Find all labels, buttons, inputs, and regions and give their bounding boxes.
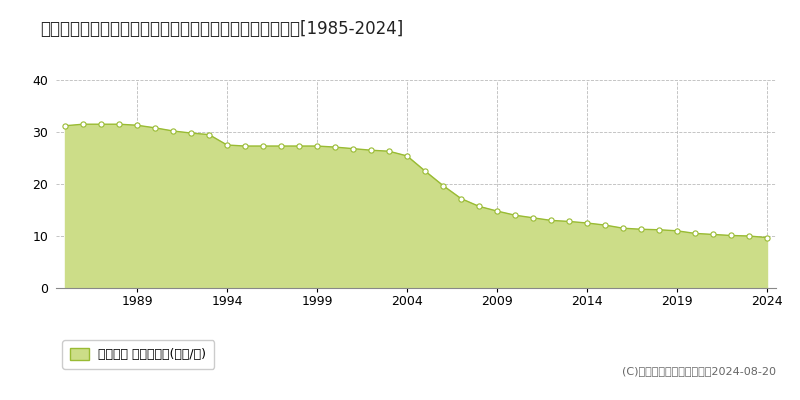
Point xyxy=(185,130,198,136)
Point xyxy=(94,121,107,127)
Point xyxy=(293,143,306,149)
Text: 北海道登別市中央町２丁目１２番８　地価公示　地価推移[1985-2024]: 北海道登別市中央町２丁目１２番８ 地価公示 地価推移[1985-2024] xyxy=(40,20,403,38)
Point xyxy=(509,212,522,218)
Point xyxy=(706,231,719,238)
Point xyxy=(725,232,738,239)
Point xyxy=(149,125,162,131)
Point xyxy=(113,121,126,127)
Point xyxy=(166,128,179,134)
Point xyxy=(346,146,359,152)
Point xyxy=(130,122,143,128)
Point xyxy=(634,226,647,232)
Point xyxy=(382,148,395,154)
Point xyxy=(761,234,774,241)
Point xyxy=(221,142,234,148)
Point xyxy=(473,203,486,210)
Legend: 地価公示 平均坪単価(万円/坪): 地価公示 平均坪単価(万円/坪) xyxy=(62,340,214,369)
Point xyxy=(545,217,558,224)
Point xyxy=(77,121,90,127)
Point xyxy=(365,147,378,153)
Point xyxy=(310,143,323,149)
Point xyxy=(617,225,630,231)
Point xyxy=(490,208,503,214)
Point xyxy=(238,143,251,149)
Point xyxy=(742,233,755,239)
Point xyxy=(454,195,467,202)
Point xyxy=(58,122,71,129)
Point xyxy=(670,228,683,234)
Text: (C)土地価格ドットコム　　2024-08-20: (C)土地価格ドットコム 2024-08-20 xyxy=(622,366,776,376)
Point xyxy=(202,131,215,138)
Point xyxy=(562,218,575,225)
Point xyxy=(418,168,431,174)
Point xyxy=(653,226,666,233)
Point xyxy=(689,230,702,236)
Point xyxy=(274,143,287,149)
Point xyxy=(437,182,450,189)
Point xyxy=(526,214,539,221)
Point xyxy=(581,220,594,226)
Point xyxy=(401,153,414,159)
Point xyxy=(257,143,270,149)
Point xyxy=(329,144,342,150)
Point xyxy=(598,222,611,228)
